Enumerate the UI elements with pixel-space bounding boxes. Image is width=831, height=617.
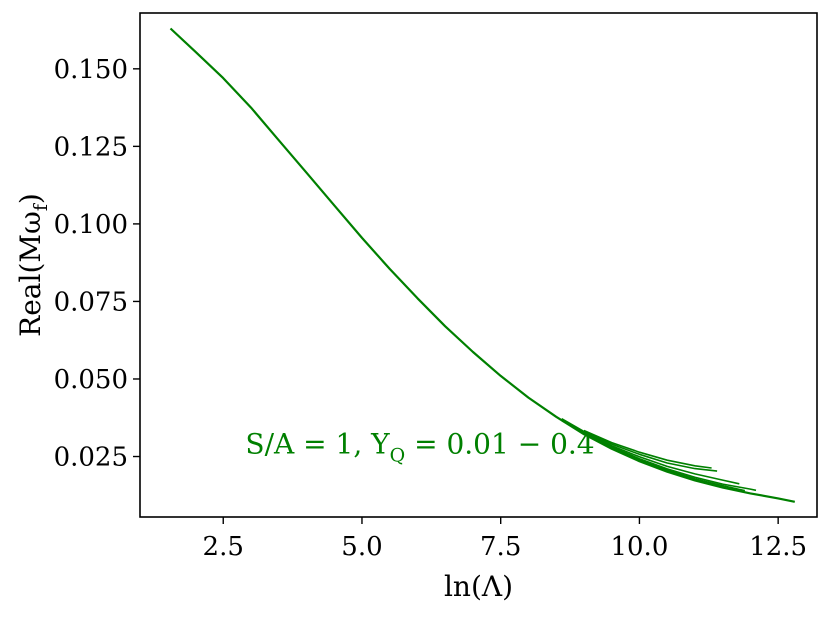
- annotation-sub: Q: [390, 444, 406, 466]
- y-tick-label: 0.100: [54, 210, 128, 240]
- y-axis-label-main: Real(Mω: [14, 211, 47, 337]
- series-line: [583, 429, 712, 469]
- y-axis-label: Real(Mωf): [14, 193, 52, 337]
- x-tick-label: 5.0: [341, 532, 382, 562]
- x-tick-label: 2.5: [203, 532, 244, 562]
- y-axis-label-sub: f: [30, 202, 52, 211]
- y-axis-label-close: ): [14, 193, 47, 204]
- series-line: [583, 433, 746, 492]
- y-tick-label: 0.025: [54, 443, 128, 473]
- annotation-rest: = 0.01 − 0.4: [405, 427, 594, 460]
- x-tick-label: 7.5: [480, 532, 521, 562]
- axis-ticks: 2.5 5.0 7.5 10.0 12.5 0.025 0.050 0.075 0.100 0.1…: [54, 55, 808, 562]
- series-line: [561, 418, 740, 485]
- x-tick-label: 10.0: [610, 532, 668, 562]
- series-line: [169, 27, 796, 503]
- y-tick-label: 0.125: [54, 132, 128, 162]
- x-tick-label: 12.5: [749, 532, 807, 562]
- y-tick-label: 0.075: [54, 287, 128, 317]
- annotation-main: S/A = 1, Y: [245, 427, 390, 460]
- plot-frame: [139, 12, 818, 518]
- x-axis-label: ln(Λ): [444, 570, 513, 603]
- y-tick-label: 0.150: [54, 55, 128, 85]
- series-line: [561, 419, 757, 492]
- y-tick-label: 0.050: [54, 365, 128, 395]
- annotation: S/A = 1, YQ = 0.01 − 0.4: [245, 427, 594, 466]
- series-layer: [169, 27, 796, 503]
